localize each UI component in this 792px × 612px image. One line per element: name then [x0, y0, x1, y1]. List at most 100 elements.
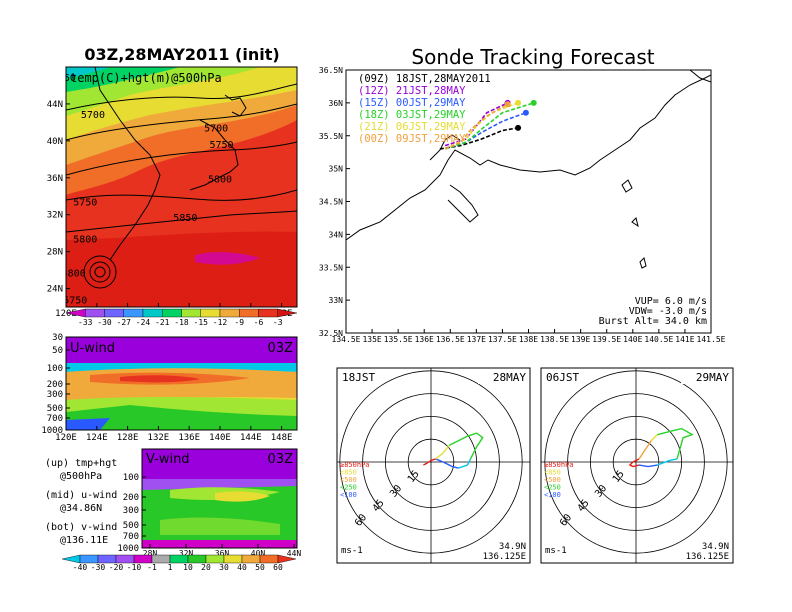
colorbar-swatch — [205, 554, 225, 564]
track-x-tick-label: 137.5E — [488, 335, 517, 344]
colorbar-swatch — [142, 308, 163, 318]
colorbar-label: -12 — [213, 318, 228, 327]
hodograph-trace — [628, 458, 640, 468]
track-x-tick-label: 137E — [467, 335, 486, 344]
colorbar-label: 40 — [237, 563, 247, 572]
hodograph-legend-entry: <100 — [340, 491, 357, 499]
u-wind-time: 03Z — [268, 341, 294, 356]
u-wind-heatmap — [66, 337, 297, 430]
track-legend: (09Z) 18JST,28MAY2011(12Z) 21JST,28MAY(1… — [358, 73, 491, 145]
colorbar-label: -27 — [117, 318, 132, 327]
temp-heatmap: 50 5700 5700 5750 5800 5750 5850 5800 5800 5750 t… — [63, 67, 297, 307]
colorbar-label: 1 — [168, 563, 173, 572]
left-title: 03Z,28MAY2011 (init) — [84, 45, 279, 64]
side-note-line1: (up) tmp+hgt — [45, 458, 117, 469]
v-x-tick-label: 28N — [143, 549, 158, 558]
track-annotation: VDW= -3.0 m/s — [629, 306, 707, 317]
map-y-tick-label: 44N — [47, 100, 63, 110]
track-legend-entry: (12Z) 21JST,28MAY — [358, 85, 466, 97]
hodograph-time: 06JST — [546, 371, 579, 384]
u-wind-title: U-wind — [70, 341, 115, 356]
track-x-tick-label: 134.5E — [332, 335, 361, 344]
colorbar-label: -9 — [234, 318, 244, 327]
track-legend-entry: (18Z) 03JST,29MAY — [358, 109, 466, 121]
colorbar-label: -30 — [97, 318, 112, 327]
u-y-tick-label: 50 — [52, 346, 63, 356]
track-legend-entry: (21Z) 06JST,29MAY — [358, 121, 466, 133]
hodograph-trace — [657, 427, 694, 460]
colorbar-swatch — [123, 308, 144, 318]
hodograph-legend-entry: <250 — [544, 484, 561, 492]
side-notes: (up) tmp+hgt @500hPa (mid) u-wind @34.86N (b… — [45, 458, 117, 546]
hodograph-trace — [435, 458, 459, 469]
colorbar-label: -1 — [147, 563, 157, 572]
contour-label: 5750 — [63, 295, 87, 306]
track-x-tick-label: 139E — [571, 335, 590, 344]
colorbar-swatch — [151, 554, 171, 564]
track-annotation: VUP= 6.0 m/s — [635, 296, 707, 307]
u-x-tick-label: 120E — [55, 433, 77, 443]
track-legend-entry: (15Z) 00JST,29MAY — [358, 97, 466, 109]
track-y-tick-label: 34.5N — [319, 198, 343, 207]
hodograph-date: 29MAY — [696, 371, 729, 384]
u-x-tick-label: 140E — [209, 433, 231, 443]
track-x-tick-label: 141E — [675, 335, 694, 344]
track-y-tick-label: 35N — [329, 165, 344, 174]
colorbar-label: -21 — [155, 318, 170, 327]
contour-label: 5700 — [81, 110, 105, 121]
u-x-tick-label: 132E — [148, 433, 170, 443]
hodograph-legend-entry: <100 — [544, 491, 561, 499]
hodograph-trace — [458, 458, 472, 469]
side-note-line2: @136.11E — [60, 535, 108, 546]
track-x-tick-label: 139.5E — [592, 335, 621, 344]
side-note-line2: @34.86N — [60, 503, 102, 514]
v-wind-heatmap — [142, 449, 297, 548]
map-y-tick-label: 36N — [47, 174, 63, 184]
colorbar-label: -20 — [109, 563, 124, 572]
track-line — [444, 102, 534, 150]
track-y-tick-label: 35.5N — [319, 132, 343, 141]
track-x-tick-label: 136.5E — [436, 335, 465, 344]
u-y-tick-label: 700 — [47, 414, 63, 424]
colorbar-label: -40 — [73, 563, 88, 572]
colorbar-label: -24 — [136, 318, 151, 327]
colorbar-swatch — [239, 308, 259, 318]
hodograph-legend-entry: ≥850hPa — [340, 461, 370, 469]
hodograph-time-bg — [339, 370, 383, 384]
hodograph-unit: ms-1 — [341, 546, 363, 556]
colorbar-swatch — [187, 554, 207, 564]
colorbar-swatch — [162, 308, 182, 318]
v-y-tick-label: 100 — [123, 473, 139, 483]
v-wind-colorbar: -40 -30 -20 -10 -1 1 10 20 30 40 50 60 — [61, 554, 297, 572]
hodograph-trace — [638, 440, 652, 460]
map-y-tick-label: 32N — [47, 211, 63, 221]
colorbar-swatch — [169, 554, 189, 564]
hodograph-trace — [435, 444, 450, 460]
colorbar-swatch — [219, 308, 240, 318]
track-x-tick-label: 136E — [415, 335, 434, 344]
v-y-tick-label: 700 — [123, 532, 139, 542]
burst-point — [515, 99, 522, 106]
contour-label: 5800 — [208, 174, 232, 185]
side-note-line1: (mid) u-wind — [45, 490, 117, 501]
colorbar-swatch — [61, 554, 81, 564]
track-y-tick-label: 36.5N — [319, 66, 343, 75]
v-y-tick-label: 500 — [123, 521, 139, 531]
map-colorbar: -33 -30 -27 -24 -21 -18 -15 -12 -9 -6 -3 — [65, 308, 298, 327]
hodograph-legend-entry: ≥850hPa — [544, 461, 574, 469]
u-y-tick-label: 100 — [47, 364, 63, 374]
track-x-tick-label: 138.5E — [540, 335, 569, 344]
colorbar-swatch — [97, 554, 117, 564]
track-x-tick-label: 135E — [362, 335, 381, 344]
side-note-line2: @500hPa — [60, 471, 102, 482]
right-title: Sonde Tracking Forecast — [411, 45, 654, 69]
colorbar-label: 60 — [273, 563, 283, 572]
hodograph-unit: ms-1 — [545, 546, 567, 556]
map-label: temp(C)+hgt(m)@500hPa — [70, 71, 222, 85]
colorbar-swatch — [181, 308, 201, 318]
v-y-tick-label: 1000 — [117, 544, 139, 554]
track-legend-entry: (00Z) 09JST,29MAY — [358, 133, 466, 145]
contour-label: 5700 — [204, 124, 228, 135]
